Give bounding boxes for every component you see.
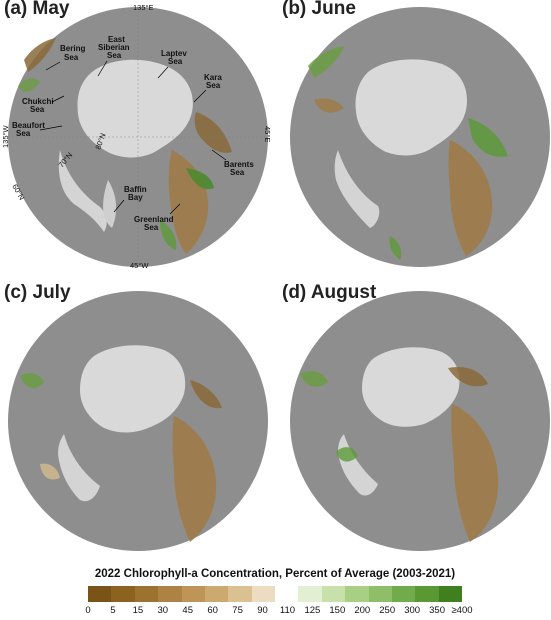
panel-title: (d) August [282,282,377,303]
chl-barents [468,118,508,157]
legend-ticks: 0 5 15 30 45 60 75 90 110 125 150 200 250 300 350 ≥400 [85,605,472,617]
legend-swatch [228,586,252,602]
legend-swatch [368,586,392,602]
legend-tick-label: 110 [279,605,296,616]
label-greenland-1: Greenland [134,215,174,224]
label-barents-2: Sea [230,168,245,177]
legend-swatch [298,586,322,602]
legend-tick-label: 200 [354,605,371,616]
chl-greenland [451,404,499,542]
map-may: 135°E 45°W 135°W 45°E 80°N 70°N 60°N Ber… [1,3,272,270]
legend-tick-label: 125 [304,605,321,616]
map-july [8,291,268,551]
legend-colorbar [88,586,462,602]
legend-swatch [88,586,112,602]
sea-ice [355,59,467,156]
label-laptev-2: Sea [168,57,183,66]
legend-tick-label: 150 [329,605,346,616]
legend-tick-label: 15 [132,605,144,616]
label-chukchi-1: Chukchi [22,97,54,106]
legend-tick-label: 5 [110,605,116,616]
legend-tick-label: 60 [207,605,218,616]
legend-swatch [111,586,135,602]
chl-green-patch [186,168,214,190]
legend-swatch [204,586,229,602]
label-esib-1: East [108,35,125,44]
legend-tick-label: 90 [257,605,268,616]
chl-greenland [448,140,493,256]
label-kara-1: Kara [204,73,222,82]
chl-chukchi [18,78,40,92]
coord-bottom: 45°W [130,261,149,270]
label-laptev-1: Laptev [161,49,187,58]
panel-title: (b) June [282,0,356,19]
label-beaufort-2: Sea [16,129,31,138]
chl-bering [24,38,56,72]
legend-swatch [438,586,462,602]
label-greenland-2: Sea [144,223,159,232]
legend-tick-label: 30 [157,605,169,616]
legend-tick-label: ≥400 [451,605,473,616]
legend-swatch [391,586,416,602]
chl-green-south [160,220,177,250]
map-august [290,291,550,551]
legend-tick-label: 300 [404,605,421,616]
chl-barents [194,112,232,153]
panel-august: (d) August [278,282,550,554]
legend-tick-label: 350 [429,605,445,616]
label-baffin-2: Bay [128,193,143,202]
coord-left: 135°W [1,124,10,148]
sea-ice [362,347,460,427]
label-barents-1: Barents [224,160,254,169]
panel-title: (c) July [4,282,71,303]
legend-swatch [251,586,275,602]
legend-swatch [345,586,369,602]
panel-title: (a) May [4,0,70,19]
ice-west [58,150,107,232]
legend-swatch [321,586,346,602]
legend-swatch [275,586,299,602]
legend-swatch [415,586,439,602]
sea-ice [80,345,186,433]
legend: 2022 Chlorophyll-a Concentration, Percen… [85,568,472,618]
panel-may: 135°E 45°W 135°W 45°E 80°N 70°N 60°N Ber… [0,0,272,270]
map-june [290,7,550,267]
label-baffin-1: Baffin [124,185,147,194]
legend-tick-label: 0 [85,605,91,616]
label-beaufort-1: Beaufort [12,121,45,130]
legend-tick-label: 45 [182,605,194,616]
legend-tick-label: 75 [232,605,243,616]
label-esib-3: Sea [107,51,122,60]
panel-june: (b) June [278,0,550,270]
label-bering-1: Bering [60,44,85,53]
legend-tick-label: 250 [379,605,396,616]
label-kara-2: Sea [206,81,221,90]
ice-baffin [103,180,117,228]
legend-title: 2022 Chlorophyll-a Concentration, Percen… [94,568,456,580]
sea-ice [77,59,193,158]
chl-greenland [172,416,217,542]
panel-july: (c) July [0,282,272,554]
legend-swatch [134,586,159,602]
label-bering-2: Sea [64,53,79,62]
label-esib-2: Siberian [98,43,130,52]
legend-swatch [158,586,182,602]
coord-right: 45°E [263,126,272,142]
label-chukchi-2: Sea [30,105,45,114]
legend-swatch [181,586,205,602]
coord-top: 135°E [133,3,154,12]
